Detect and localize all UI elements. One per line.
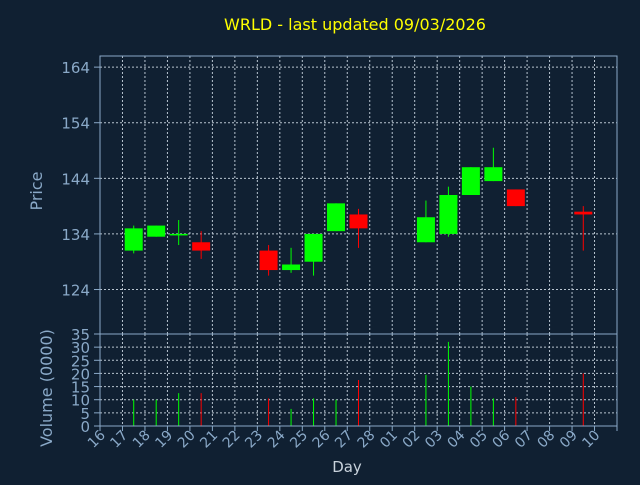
candle-body <box>439 195 458 234</box>
volume-tick-label: 35 <box>71 326 90 344</box>
volume-tick-label: 25 <box>71 352 90 370</box>
x-tick-label: 28 <box>355 428 379 452</box>
candle-body <box>192 242 211 251</box>
x-tick-label: 26 <box>310 427 334 451</box>
x-tick-label: 24 <box>265 427 289 451</box>
x-tick-label: 04 <box>445 427 469 451</box>
candle-body <box>484 167 503 182</box>
x-tick-label: 21 <box>197 428 221 452</box>
volume-tick-label: 20 <box>71 365 90 383</box>
volume-tick-label: 10 <box>71 392 90 410</box>
x-tick-label: 03 <box>422 428 446 452</box>
x-tick-label: 02 <box>400 428 424 452</box>
candle-body <box>461 167 480 195</box>
grid-layer <box>100 56 617 426</box>
candle-body <box>124 228 143 251</box>
x-tick-label: 27 <box>332 428 356 452</box>
volume-tick-label: 30 <box>71 339 90 357</box>
volume-tick-label: 0 <box>80 418 90 436</box>
x-tick-label: 20 <box>175 428 199 452</box>
x-tick-label: 07 <box>512 428 536 452</box>
x-tick-label: 09 <box>557 428 581 452</box>
candle-body <box>282 264 301 271</box>
x-tick-label: 17 <box>107 428 131 452</box>
x-tick-label: 19 <box>152 428 176 452</box>
candle-body <box>327 203 346 232</box>
price-axis-label: Price <box>27 171 46 210</box>
volume-tick-label: 15 <box>71 379 90 397</box>
x-tick-label: 08 <box>534 428 558 452</box>
x-axis-label: Day <box>332 458 362 476</box>
candle-body <box>349 214 368 229</box>
x-tick-label: 05 <box>467 428 491 452</box>
x-tick-label: 06 <box>490 427 514 451</box>
frames-layer <box>94 55 618 431</box>
volume-axis-label: Volume (0000) <box>37 329 56 447</box>
price-panel-frame <box>99 55 618 335</box>
labels-layer: 1241341441541640510152025303516171819202… <box>61 59 603 451</box>
volume-tick-label: 5 <box>80 405 90 423</box>
volume-panel-frame <box>99 333 618 427</box>
x-tick-label: 23 <box>242 428 266 452</box>
candle-body <box>304 233 323 262</box>
candle-body <box>416 217 435 243</box>
x-tick-label: 10 <box>579 428 603 452</box>
price-tick-label: 144 <box>61 170 90 188</box>
chart-title: WRLD - last updated 09/03/2026 <box>224 15 486 34</box>
x-tick-label: 22 <box>220 428 244 452</box>
price-tick-label: 124 <box>61 282 90 300</box>
candle-body <box>574 211 593 215</box>
x-tick-label: 01 <box>377 428 401 452</box>
candle-body <box>506 189 525 207</box>
marks-layer <box>124 147 593 426</box>
candle-body <box>147 225 166 237</box>
price-tick-label: 164 <box>61 59 90 77</box>
x-tick-label: 18 <box>130 428 154 452</box>
candle-body <box>169 233 188 236</box>
x-tick-label: 25 <box>287 428 311 452</box>
price-tick-label: 134 <box>61 226 90 244</box>
candle-body <box>259 250 278 271</box>
price-tick-label: 154 <box>61 115 90 133</box>
